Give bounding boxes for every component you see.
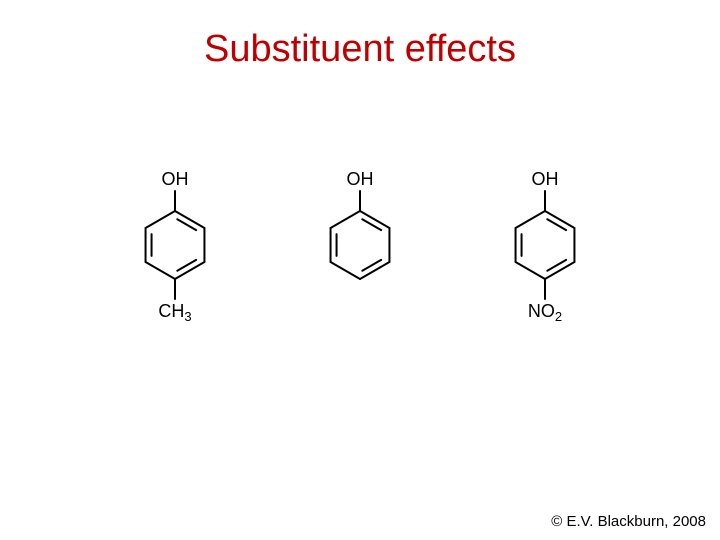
top-substituent-label: OH: [347, 169, 374, 189]
molecule: OH CH3: [100, 155, 250, 335]
molecule-wrapper: OH: [285, 155, 435, 340]
molecule-wrapper: OH NO2: [470, 155, 620, 340]
top-substituent-label: OH: [532, 169, 559, 189]
top-substituent-label: OH: [162, 169, 189, 189]
slide-title: Substituent effects: [0, 28, 720, 71]
molecule: OH: [285, 155, 435, 335]
molecule: OH NO2: [470, 155, 620, 335]
bottom-substituent-label: CH3: [158, 301, 191, 324]
copyright-text: © E.V. Blackburn, 2008: [551, 513, 706, 530]
structures-row: OH CH3 OH OH NO2: [100, 155, 620, 340]
bottom-substituent-label: NO2: [528, 301, 562, 324]
molecule-wrapper: OH CH3: [100, 155, 250, 340]
